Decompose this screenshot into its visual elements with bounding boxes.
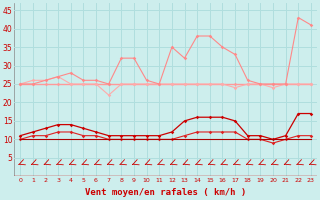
X-axis label: Vent moyen/en rafales ( km/h ): Vent moyen/en rafales ( km/h ) (85, 188, 246, 197)
